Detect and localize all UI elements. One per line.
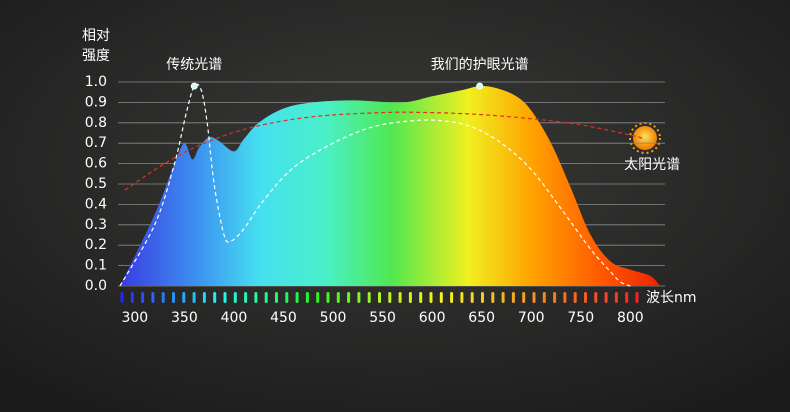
spectrum-dot	[573, 292, 577, 303]
spectrum-dot	[522, 292, 526, 303]
spectrum-dot	[202, 292, 206, 303]
spectrum-dot	[460, 292, 464, 303]
spectrum-dot	[285, 292, 289, 303]
spectrum-dot	[635, 292, 639, 303]
spectrum-dot	[182, 292, 186, 303]
spectrum-area	[119, 85, 661, 287]
spectrum-dot	[594, 292, 598, 303]
y-tick-label: 0.2	[85, 237, 107, 253]
x-tick-label: 700	[518, 310, 545, 326]
spectrum-dot	[398, 292, 402, 303]
y-tick-label: 0.6	[85, 156, 107, 172]
x-tick-label: 750	[567, 310, 594, 326]
spectrum-dot	[553, 292, 557, 303]
spectrum-dot	[223, 292, 227, 303]
spectrum-dot	[625, 292, 629, 303]
x-axis-label: 波长nm	[646, 290, 697, 306]
spectrum-dot	[584, 292, 587, 303]
series-label: 太阳光谱	[624, 157, 680, 173]
spectrum-dot	[275, 292, 278, 303]
x-tick-label: 300	[121, 310, 148, 326]
spectrum-dot	[326, 292, 330, 303]
spectrum-dot	[254, 292, 258, 303]
spectrum-dot	[141, 292, 145, 303]
x-tick-label: 600	[419, 310, 446, 326]
x-tick-label: 350	[171, 310, 198, 326]
spectrum-dot	[439, 292, 443, 303]
spectrum-dot	[378, 292, 381, 303]
spectrum-dot	[244, 292, 248, 303]
x-tick-label: 450	[270, 310, 297, 326]
y-tick-label: 0.7	[85, 135, 107, 151]
spectrum-dot	[614, 292, 618, 303]
spectrum-dot	[563, 292, 567, 303]
spectrum-dot	[357, 292, 361, 303]
peak-marker	[476, 82, 484, 90]
spectrum-dot	[120, 292, 124, 303]
spectrum-dot	[542, 292, 546, 303]
y-tick-label: 0.8	[85, 115, 107, 131]
spectrum-dot	[305, 292, 309, 303]
y-axis-label: 相对	[82, 28, 110, 44]
x-tick-label: 650	[468, 310, 495, 326]
y-axis-label: 强度	[82, 48, 110, 64]
spectrum-dot	[501, 292, 505, 303]
spectrum-dot	[264, 292, 268, 303]
x-tick-label: 550	[369, 310, 396, 326]
y-tick-label: 0.3	[85, 217, 107, 233]
y-tick-label: 1.0	[85, 74, 107, 90]
spectrum-dot	[481, 292, 484, 303]
spectrum-dot	[233, 292, 237, 303]
spectrum-dot	[511, 292, 515, 303]
y-tick-label: 0.9	[85, 94, 107, 110]
spectrum-dot	[388, 292, 392, 303]
spectrum-dot	[532, 292, 536, 303]
spectrum-dot	[130, 292, 134, 303]
series-label: 传统光谱	[166, 57, 222, 73]
spectrum-dot	[213, 292, 217, 303]
spectrum-dot	[192, 292, 196, 303]
spectrum-dot	[429, 292, 433, 303]
x-tick-label: 500	[320, 310, 347, 326]
peak-marker	[190, 82, 198, 90]
spectrum-dot	[161, 292, 165, 303]
spectrum-dot	[604, 292, 608, 303]
y-tick-label: 0.5	[85, 176, 107, 192]
spectrum-dot	[450, 292, 454, 303]
y-tick-label: 0.1	[85, 258, 107, 274]
spectrum-dot	[367, 292, 371, 303]
spectrum-dot	[470, 292, 474, 303]
spectrum-dot	[316, 292, 320, 303]
spectrum-dot	[151, 292, 155, 303]
spectrum-dots	[120, 292, 639, 303]
y-tick-label: 0.4	[85, 196, 107, 212]
y-tick-label: 0.0	[85, 278, 107, 294]
spectrum-dot	[336, 292, 340, 303]
series-label: 我们的护眼光谱	[431, 57, 529, 73]
spectrum-dot	[347, 292, 351, 303]
spectrum-dot	[172, 292, 175, 303]
spectrum-dot	[295, 292, 299, 303]
spectrum-dot	[491, 292, 495, 303]
spectrum-dot	[419, 292, 423, 303]
x-tick-label: 400	[221, 310, 248, 326]
x-tick-label: 800	[617, 310, 644, 326]
spectrum-line	[124, 111, 646, 191]
spectrum-dot	[408, 292, 412, 303]
